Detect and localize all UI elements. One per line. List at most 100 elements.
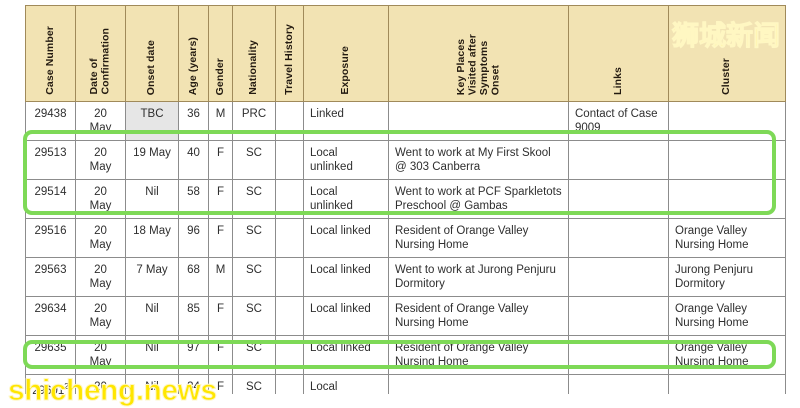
- cell-gender: F: [208, 335, 233, 375]
- cell-case-number: 29513: [25, 140, 76, 180]
- table-row: 29514 20 May Nil 58 F SC Local unlinked Went to…: [25, 179, 786, 219]
- table-row: 29438 20 May TBC 36 M PRC Linked Contact of Cas…: [25, 101, 786, 141]
- cell-age-years: 97: [178, 335, 209, 375]
- table-row: 29513 20 May 19 May 40 F SC Local unlinked Went…: [25, 140, 786, 180]
- cell-gender: F: [208, 140, 233, 180]
- cell-travel-history: [275, 140, 304, 180]
- col-header-label: Travel History: [282, 24, 295, 95]
- table-row: 29563 20 May 7 May 68 M SC Local linked Went to…: [25, 257, 786, 297]
- cell-exposure: Local linked: [303, 218, 389, 258]
- cell-travel-history: [275, 335, 304, 375]
- col-header-case-number: Case Number: [25, 5, 76, 102]
- cell-cluster: Jurong Penjuru Dormitory: [668, 257, 786, 297]
- col-header-age-years: Age (years): [178, 5, 209, 102]
- cell-onset-date: 7 May: [125, 257, 179, 297]
- cell-exposure: Local unlinked: [303, 179, 389, 219]
- case-number-superscript: 2: [64, 382, 69, 391]
- cell-travel-history: [275, 218, 304, 258]
- cell-gender: F: [208, 296, 233, 336]
- cell-links: [568, 140, 669, 180]
- cell-cluster: [668, 179, 786, 219]
- cell-age-years: 36: [178, 101, 209, 141]
- col-header-gender: Gender: [208, 5, 233, 102]
- cell-key-places: Went to work at PCF Sparkletots Preschoo…: [388, 179, 569, 219]
- cell-links: [568, 179, 669, 219]
- cell-links: [568, 218, 669, 258]
- col-header-exposure: Exposure: [303, 5, 389, 102]
- col-header-nationality: Nationality: [232, 5, 276, 102]
- cell-date-of-confirmation: 20 May: [75, 296, 126, 336]
- col-header-label: Age (years): [186, 36, 199, 95]
- header-row: Case Number Date of Confirmation Onset d…: [25, 5, 786, 102]
- cell-cluster: [668, 101, 786, 141]
- cell-travel-history: [275, 257, 304, 297]
- cell-nationality: SC: [232, 179, 276, 219]
- cell-onset-date: TBC: [125, 101, 179, 141]
- cell-gender: M: [208, 101, 233, 141]
- cell-age-years: 40: [178, 140, 209, 180]
- cell-cluster: Orange Valley Nursing Home: [668, 296, 786, 336]
- cell-case-number: 29516: [25, 218, 76, 258]
- cell-nationality: SC: [232, 257, 276, 297]
- cell-nationality: SC: [232, 335, 276, 375]
- cell-nationality: SC: [232, 140, 276, 180]
- cell-case-number: 29514: [25, 179, 76, 219]
- cell-date-of-confirmation: 20 May: [75, 218, 126, 258]
- cell-links: [568, 257, 669, 297]
- table-header: Case Number Date of Confirmation Onset d…: [25, 5, 786, 102]
- col-header-onset-date: Onset date: [125, 5, 179, 102]
- cell-nationality: SC: [232, 218, 276, 258]
- cell-key-places: Resident of Orange Valley Nursing Home: [388, 335, 569, 375]
- cell-gender: F: [208, 179, 233, 219]
- col-header-label: Gender: [213, 57, 226, 95]
- cell-case-number: 296912: [25, 374, 76, 408]
- table-row: 29634 20 May Nil 85 F SC Local linked Resident …: [25, 296, 786, 336]
- cell-gender: M: [208, 257, 233, 297]
- covid-case-table: Case Number Date of Confirmation Onset d…: [25, 5, 786, 408]
- col-header-links: Links: [568, 5, 669, 102]
- cell-travel-history: [275, 179, 304, 219]
- cell-age-years: 68: [178, 257, 209, 297]
- cell-nationality: PRC: [232, 101, 276, 141]
- cell-exposure: Local linked: [303, 296, 389, 336]
- cell-cluster: Orange Valley Nursing Home: [668, 218, 786, 258]
- col-header-key-places: Key Places Visited after Symptoms Onset: [388, 5, 569, 102]
- cell-date-of-confirmation: 20 May: [75, 257, 126, 297]
- cell-key-places: [388, 101, 569, 141]
- bottom-crop-mask: [0, 394, 800, 408]
- cell-cluster: [668, 140, 786, 180]
- col-header-cluster: Cluster: [668, 5, 786, 102]
- cell-travel-history: [275, 101, 304, 141]
- cell-travel-history: [275, 296, 304, 336]
- cell-links: [568, 296, 669, 336]
- table-row: 29635 20 May Nil 97 F SC Local linked Resident …: [25, 335, 786, 375]
- col-header-label: Key Places Visited after Symptoms Onset: [454, 33, 502, 95]
- cell-onset-date: Nil: [125, 296, 179, 336]
- cell-onset-date: 19 May: [125, 140, 179, 180]
- col-header-label: Links: [611, 67, 624, 95]
- cell-exposure: Local linked: [303, 257, 389, 297]
- col-header-date-of-confirmation: Date of Confirmation: [75, 5, 126, 102]
- cell-key-places: Resident of Orange Valley Nursing Home: [388, 296, 569, 336]
- cell-date-of-confirmation: 20 May: [75, 335, 126, 375]
- col-header-label: Date of Confirmation: [88, 28, 112, 95]
- cell-onset-date: Nil: [125, 179, 179, 219]
- cell-onset-date: 18 May: [125, 218, 179, 258]
- cell-key-places: Resident of Orange Valley Nursing Home: [388, 218, 569, 258]
- cell-age-years: 58: [178, 179, 209, 219]
- cell-case-number: 29634: [25, 296, 76, 336]
- col-header-label: Nationality: [247, 40, 260, 95]
- cell-exposure: Local linked: [303, 335, 389, 375]
- cell-age-years: 85: [178, 296, 209, 336]
- cell-date-of-confirmation: 20 May: [75, 179, 126, 219]
- cell-key-places: Went to work at Jurong Penjuru Dormitory: [388, 257, 569, 297]
- cell-exposure: Linked: [303, 101, 389, 141]
- cell-case-number: 29438: [25, 101, 76, 141]
- col-header-label: Case Number: [43, 26, 56, 95]
- cell-key-places: Went to work at My First Skool @ 303 Can…: [388, 140, 569, 180]
- cell-case-number: 29563: [25, 257, 76, 297]
- col-header-label: Onset date: [145, 39, 158, 95]
- col-header-label: Cluster: [720, 58, 733, 95]
- cell-nationality: SC: [232, 296, 276, 336]
